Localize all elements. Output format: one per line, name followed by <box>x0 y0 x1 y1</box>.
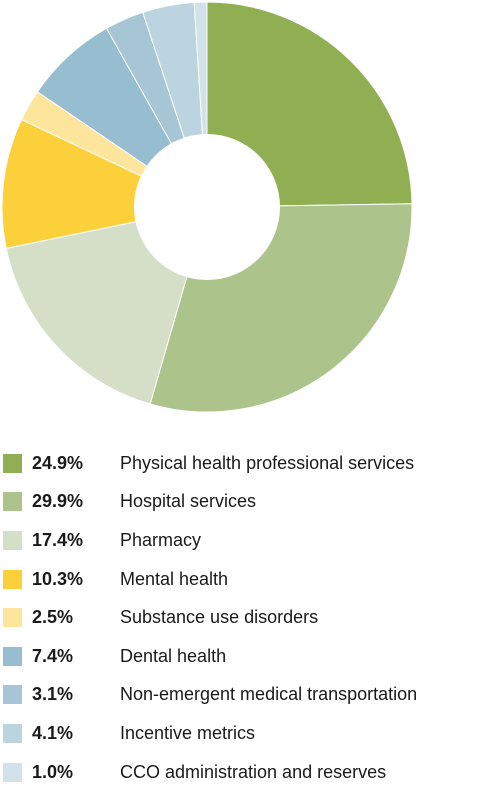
donut-hole <box>134 134 280 280</box>
legend-label: Hospital services <box>120 491 257 512</box>
legend-percentage: 7.4% <box>32 645 74 666</box>
legend-percentage: 29.9% <box>32 491 84 512</box>
legend-item: 2.5% Substance use disorders <box>0 598 498 637</box>
legend-percentage: 2.5% <box>32 607 74 628</box>
legend-swatch <box>3 492 22 512</box>
legend-item: 10.3% Mental health <box>0 560 498 599</box>
legend-label: Physical health professional services <box>120 452 415 473</box>
legend-swatch <box>3 453 22 473</box>
legend-item: 24.9% Physical health professional servic… <box>0 444 498 483</box>
legend-label: CCO administration and reserves <box>120 761 387 782</box>
legend-percentage: 24.9% <box>32 452 84 473</box>
legend-item: 29.9% Hospital services <box>0 483 498 522</box>
donut-chart <box>1 1 413 413</box>
legend-label: Dental health <box>120 645 227 666</box>
legend-swatch <box>3 723 22 743</box>
legend-item: 4.1% Incentive metrics <box>0 714 498 753</box>
legend-percentage: 3.1% <box>32 684 74 705</box>
legend-label: Pharmacy <box>120 529 202 550</box>
legend-swatch <box>3 762 22 782</box>
legend-swatch <box>3 530 22 550</box>
legend-label: Mental health <box>120 568 229 589</box>
legend-swatch <box>3 608 22 628</box>
legend-swatch <box>3 569 22 589</box>
legend-label: Incentive metrics <box>120 722 256 743</box>
legend-item: 7.4% Dental health <box>0 637 498 676</box>
legend-percentage: 17.4% <box>32 529 84 550</box>
legend-percentage: 4.1% <box>32 722 74 743</box>
legend-item: 3.1% Non-emergent medical transportation <box>0 676 498 715</box>
legend-percentage: 10.3% <box>32 568 84 589</box>
legend-item: 17.4% Pharmacy <box>0 521 498 560</box>
legend-swatch <box>3 685 22 705</box>
legend-item: 1.0% CCO administration and reserves <box>0 753 498 791</box>
legend-percentage: 1.0% <box>32 761 74 782</box>
legend-swatch <box>3 646 22 666</box>
legend-label: Non-emergent medical transportation <box>120 684 418 705</box>
legend-label: Substance use disorders <box>120 607 319 628</box>
chart-legend: 24.9% Physical health professional servic… <box>0 444 498 791</box>
